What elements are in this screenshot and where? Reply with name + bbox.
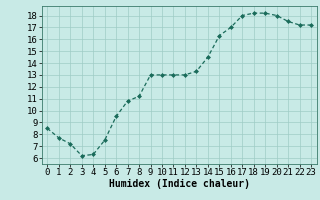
- X-axis label: Humidex (Indice chaleur): Humidex (Indice chaleur): [109, 179, 250, 189]
